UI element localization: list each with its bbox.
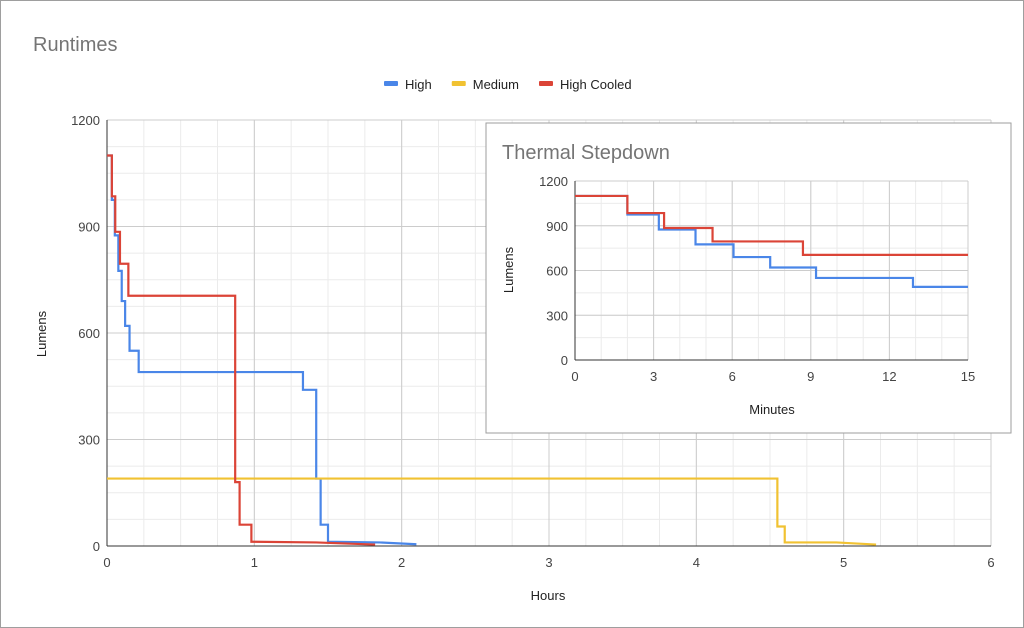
y-tick-label: 600 xyxy=(78,326,100,341)
legend-label: High xyxy=(405,77,432,92)
y-axis-label: Lumens xyxy=(34,310,49,357)
x-tick-label: 3 xyxy=(545,555,552,570)
x-tick-label: 9 xyxy=(807,369,814,384)
series-line-high xyxy=(107,154,417,546)
legend-swatch xyxy=(451,81,466,86)
x-tick-label: 5 xyxy=(840,555,847,570)
series-line-high-cooled xyxy=(107,154,376,546)
y-tick-label: 600 xyxy=(546,264,568,279)
legend-label: Medium xyxy=(473,77,519,92)
y-tick-label: 1200 xyxy=(71,113,100,128)
y-tick-label: 0 xyxy=(561,353,568,368)
x-tick-label: 12 xyxy=(882,369,896,384)
x-tick-label: 1 xyxy=(251,555,258,570)
y-tick-label: 300 xyxy=(546,308,568,323)
series-line-high-cooled xyxy=(575,194,968,256)
inset-y-axis-label: Lumens xyxy=(501,246,516,293)
y-tick-label: 1200 xyxy=(539,174,568,189)
y-tick-label: 300 xyxy=(78,433,100,448)
legend-swatch xyxy=(539,81,553,86)
series-line-medium xyxy=(107,477,877,546)
x-tick-label: 15 xyxy=(961,369,975,384)
x-tick-label: 3 xyxy=(650,369,657,384)
y-tick-label: 0 xyxy=(93,539,100,554)
x-tick-label: 6 xyxy=(987,555,994,570)
legend-label: High Cooled xyxy=(560,77,632,92)
y-tick-label: 900 xyxy=(546,219,568,234)
x-tick-label: 2 xyxy=(398,555,405,570)
x-axis-label: Hours xyxy=(531,588,566,603)
inset-title: Thermal Stepdown xyxy=(502,142,670,164)
legend: High Medium High Cooled xyxy=(384,77,632,92)
inset-frame xyxy=(485,122,1012,434)
chart-title: Runtimes xyxy=(33,34,117,56)
x-tick-label: 0 xyxy=(103,555,110,570)
x-tick-label: 6 xyxy=(729,369,736,384)
x-tick-label: 4 xyxy=(693,555,700,570)
series-line-high xyxy=(575,194,968,289)
legend-swatch xyxy=(384,81,398,86)
inset-plot: 0 3 6 9 12 15 0 300 600 900 1200 xyxy=(539,174,975,384)
inset-x-axis-label: Minutes xyxy=(749,402,795,417)
x-tick-label: 0 xyxy=(571,369,578,384)
y-tick-label: 900 xyxy=(78,220,100,235)
